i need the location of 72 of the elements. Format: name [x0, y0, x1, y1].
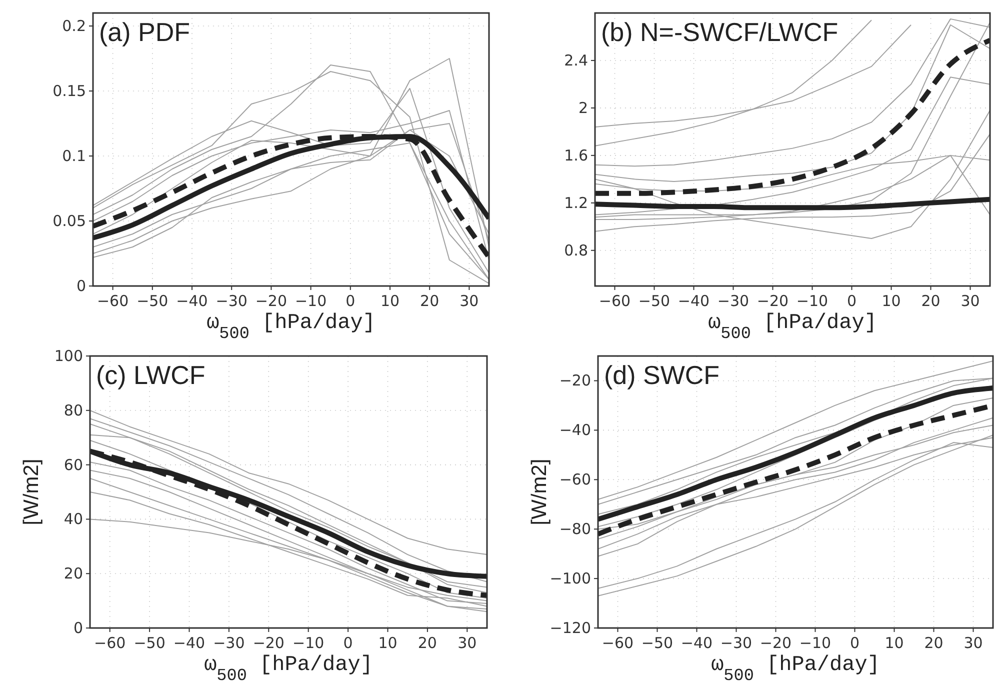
y-tick-label: −80	[559, 520, 591, 538]
y-tick-label: 2.4	[564, 51, 588, 70]
y-tick-label: 0.05	[52, 212, 86, 230]
x-tick-label: −50	[638, 292, 670, 310]
x-tick-label: −50	[641, 634, 674, 652]
x-tick-label: −60	[96, 292, 129, 310]
x-tick-label: 0	[850, 634, 860, 652]
x-tick-label: 0	[346, 292, 356, 310]
x-tick-label: −30	[216, 292, 248, 310]
x-tick-label: −10	[294, 292, 327, 310]
y-axis-title: [W/m2]	[20, 458, 43, 526]
x-tick-label: −60	[602, 634, 634, 652]
y-tick-label: −120	[550, 619, 591, 637]
x-tick-label: −10	[796, 292, 828, 310]
x-tick-label: 20	[418, 634, 437, 652]
x-tick-label: −20	[760, 634, 792, 652]
x-tick-label: −10	[292, 634, 324, 652]
x-axis-title: ω$_{500}$ [hPa/day]	[708, 312, 877, 344]
x-tick-label: 0	[343, 634, 353, 652]
y-tick-label: 20	[64, 564, 83, 583]
x-tick-label: −10	[799, 634, 832, 652]
x-tick-label: 20	[420, 292, 440, 310]
x-tick-label: 30	[460, 292, 479, 310]
x-axis-title: ω$_{500}$ [hPa/day]	[204, 654, 373, 686]
y-axis-title: [W/m2]	[528, 458, 551, 526]
x-tick-label: −60	[598, 292, 631, 310]
y-tick-label: 0.1	[62, 147, 86, 165]
x-tick-label: −40	[176, 292, 208, 310]
y-tick-label: −60	[559, 470, 591, 489]
y-tick-label: 0	[76, 277, 86, 295]
y-tick-label: 100	[54, 347, 83, 365]
x-axis-title: ω$_{500}$ [hPa/day]	[711, 654, 880, 686]
x-tick-label: −50	[134, 634, 166, 652]
x-tick-label: 20	[921, 292, 940, 310]
y-tick-label: 0	[73, 619, 83, 637]
y-tick-label: 0.15	[52, 82, 86, 100]
x-tick-label: −30	[717, 292, 750, 310]
x-tick-label: 10	[378, 634, 398, 652]
y-tick-label: 2	[578, 98, 588, 117]
x-tick-label: 20	[924, 634, 944, 652]
x-tick-label: −20	[756, 292, 789, 310]
y-tick-label: 1.6	[564, 146, 588, 164]
x-tick-label: 10	[380, 292, 400, 310]
x-tick-label: −30	[213, 634, 245, 652]
x-tick-label: −50	[136, 292, 168, 310]
y-tick-label: 0.2	[62, 17, 86, 35]
chart-title: (d) SWCF	[604, 360, 720, 390]
y-tick-label: −40	[559, 421, 591, 440]
x-tick-label: 30	[960, 292, 980, 310]
y-tick-label: 80	[64, 401, 83, 420]
x-tick-label: 30	[964, 634, 983, 652]
y-tick-label: 1.2	[564, 194, 588, 212]
y-tick-label: −20	[559, 372, 591, 390]
x-tick-label: 30	[458, 634, 477, 652]
x-tick-label: −20	[252, 634, 284, 652]
x-tick-label: −40	[678, 292, 710, 310]
chart-title: (c) LWCF	[96, 360, 206, 390]
x-tick-label: −20	[255, 292, 288, 310]
chart-title: (a) PDF	[99, 17, 190, 47]
x-tick-label: −40	[680, 634, 713, 652]
y-tick-label: −100	[550, 570, 591, 588]
y-tick-label: 60	[64, 456, 83, 474]
x-tick-label: 10	[884, 634, 904, 652]
x-tick-label: −30	[720, 634, 752, 652]
chart-title: (b) N=-SWCF/LWCF	[601, 17, 838, 47]
x-tick-label: 10	[882, 292, 901, 310]
y-tick-label: 40	[64, 510, 83, 528]
x-tick-label: 0	[846, 292, 857, 310]
x-tick-label: −40	[173, 634, 206, 652]
x-axis-title: ω$_{500}$ [hPa/day]	[206, 312, 376, 344]
y-tick-label: 0.8	[564, 241, 588, 260]
x-tick-label: −60	[94, 634, 126, 652]
